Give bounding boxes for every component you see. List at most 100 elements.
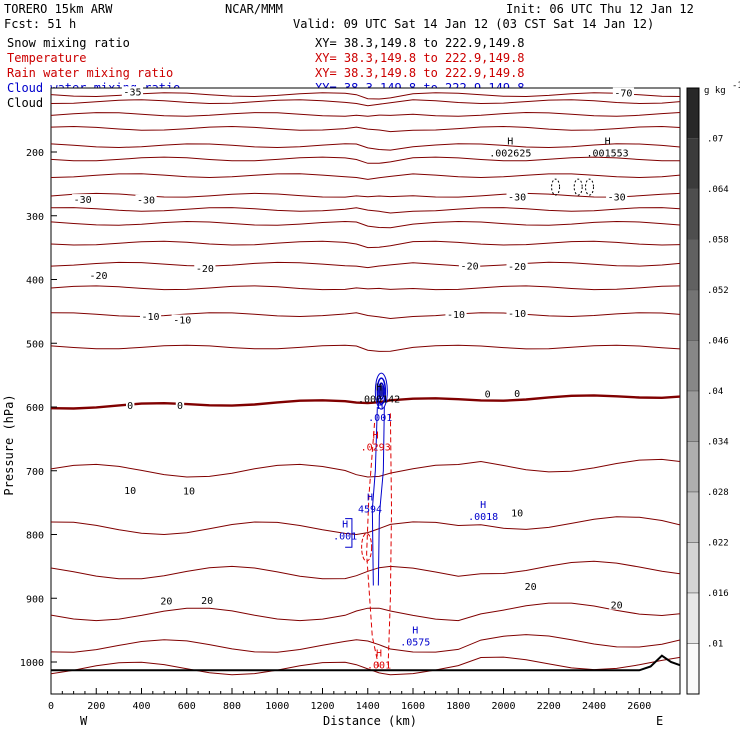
x-tick-label: 1000 xyxy=(265,701,289,712)
colorbar-swatch xyxy=(686,441,700,493)
cloud-water-core xyxy=(376,377,387,405)
x-tick-label: 800 xyxy=(223,701,241,712)
isotherm-label: -20 xyxy=(196,264,214,275)
model-title: TORERO 15km ARW xyxy=(4,2,113,16)
label-bg xyxy=(171,314,193,325)
y-axis-label: Pressure (hPa) xyxy=(2,394,16,495)
isotherm-line xyxy=(51,285,680,291)
maximum-value: .0293 xyxy=(361,442,391,453)
maximum-value: .002625 xyxy=(489,149,531,160)
isotherm-label: 0 xyxy=(514,389,520,400)
cloud-water-band xyxy=(371,406,385,586)
field-name: Rain water mixing ratio xyxy=(7,66,173,80)
colorbar-swatch xyxy=(686,643,700,695)
label-bg xyxy=(506,191,528,202)
maximum-value: .001 xyxy=(368,413,392,424)
colorbar-swatch xyxy=(686,87,700,139)
isotherm-line xyxy=(51,240,680,249)
label-bg xyxy=(506,308,528,319)
field-xy: XY= 38.3,149.8 to 222.9,149.8 xyxy=(315,36,525,50)
maximum-marker: H xyxy=(480,500,486,511)
isotherm-line xyxy=(51,111,680,117)
label-bg xyxy=(609,599,625,610)
field-name: Temperature xyxy=(7,51,86,65)
label-bg xyxy=(445,308,467,319)
cloud-water-core xyxy=(374,372,388,410)
isotherm-line xyxy=(51,192,680,198)
label-bg xyxy=(606,191,628,202)
isotherm-label: 0 xyxy=(177,401,183,412)
y-tick-label: 900 xyxy=(26,594,44,605)
isotherm-line xyxy=(51,634,680,653)
isotherm-line xyxy=(51,207,680,214)
west-label: W xyxy=(80,714,88,728)
colorbar-tick-label: .046 xyxy=(707,337,729,347)
label-bg xyxy=(175,400,185,410)
colorbar-tick-label: .07 xyxy=(707,135,723,145)
plot-frame xyxy=(50,87,681,695)
contour-labels: -70 -35 -30 -30 -30 -30 -20 -20 -20 -20 -10 -10 -10 -… xyxy=(72,86,635,671)
isotherm-line xyxy=(51,99,680,107)
maximum-marker: H xyxy=(377,401,383,412)
rain-water-contour xyxy=(366,413,393,669)
colorbar-swatch xyxy=(686,592,700,644)
isotherm-line xyxy=(51,312,680,320)
x-tick-label: 2400 xyxy=(582,701,606,712)
label-bg xyxy=(523,581,539,592)
valid-time: Valid: 09 UTC Sat 14 Jan 12 (03 CST Sat … xyxy=(293,17,654,31)
isotherm-label: 10 xyxy=(124,486,136,497)
label-bg xyxy=(72,194,94,205)
forecast-hour: Fcst: 51 h xyxy=(4,17,76,31)
y-tick-label: 700 xyxy=(26,467,44,478)
maximum-value: .001553 xyxy=(587,149,629,160)
y-tick-label: 400 xyxy=(26,276,44,287)
isotherm-label: 0 xyxy=(485,390,491,401)
x-tick-label: 600 xyxy=(178,701,196,712)
field-name: Snow mixing ratio xyxy=(7,36,130,50)
colorbar-tick-label: .028 xyxy=(707,488,729,498)
isotherm-line xyxy=(51,261,680,269)
x-tick-label: 0 xyxy=(48,701,54,712)
field-xy: XY= 38.3,149.8 to 222.9,149.8 xyxy=(315,51,525,65)
isotherm-line xyxy=(51,92,680,100)
y-tick-label: 600 xyxy=(26,403,44,414)
maximum-value: 4594 xyxy=(358,504,382,515)
label-bg xyxy=(181,485,197,496)
maximum-value: .001 xyxy=(333,532,357,543)
label-bg xyxy=(125,400,135,410)
label-bg xyxy=(158,595,174,606)
isotherm-label: -20 xyxy=(508,262,526,273)
terrain-line xyxy=(51,654,680,672)
y-tick-label: 800 xyxy=(26,531,44,542)
isotherm-label: 20 xyxy=(611,601,623,612)
label-bg xyxy=(458,260,481,271)
label-bg xyxy=(121,86,144,97)
hydrometeor-contours xyxy=(345,178,594,669)
isotherm-line xyxy=(51,143,680,151)
maximum-value: .001 xyxy=(367,660,391,671)
center-title: NCAR/MMM xyxy=(225,2,283,16)
colorbar-tick-label: .022 xyxy=(707,539,729,549)
cloud-ice-contour xyxy=(551,178,561,196)
cloud-water-max xyxy=(379,385,384,398)
y-tick-label: 500 xyxy=(26,339,44,350)
y-tick-label: 1000 xyxy=(20,658,44,669)
isotherm-label: -20 xyxy=(89,271,107,282)
colorbar-swatch xyxy=(686,390,700,442)
maximum-marker: H xyxy=(376,648,382,659)
label-bg xyxy=(199,595,215,606)
isotherm-label: 10 xyxy=(511,509,523,520)
x-tick-label: 400 xyxy=(132,701,150,712)
isotherm-label: -10 xyxy=(142,312,160,323)
terrain-profile xyxy=(51,654,680,672)
maximum-value: .0018 xyxy=(468,512,498,523)
rain-water-core xyxy=(361,532,373,562)
x-tick-label: 1400 xyxy=(356,701,380,712)
colorbar-unit: g kg xyxy=(704,86,726,96)
isotherm-line xyxy=(51,516,680,536)
label-bg xyxy=(509,507,525,518)
label-bg xyxy=(512,387,522,398)
x-tick-label: 1800 xyxy=(446,701,470,712)
isotherm-label: -35 xyxy=(123,87,141,98)
colorbar-tick-label: .01 xyxy=(707,640,723,650)
